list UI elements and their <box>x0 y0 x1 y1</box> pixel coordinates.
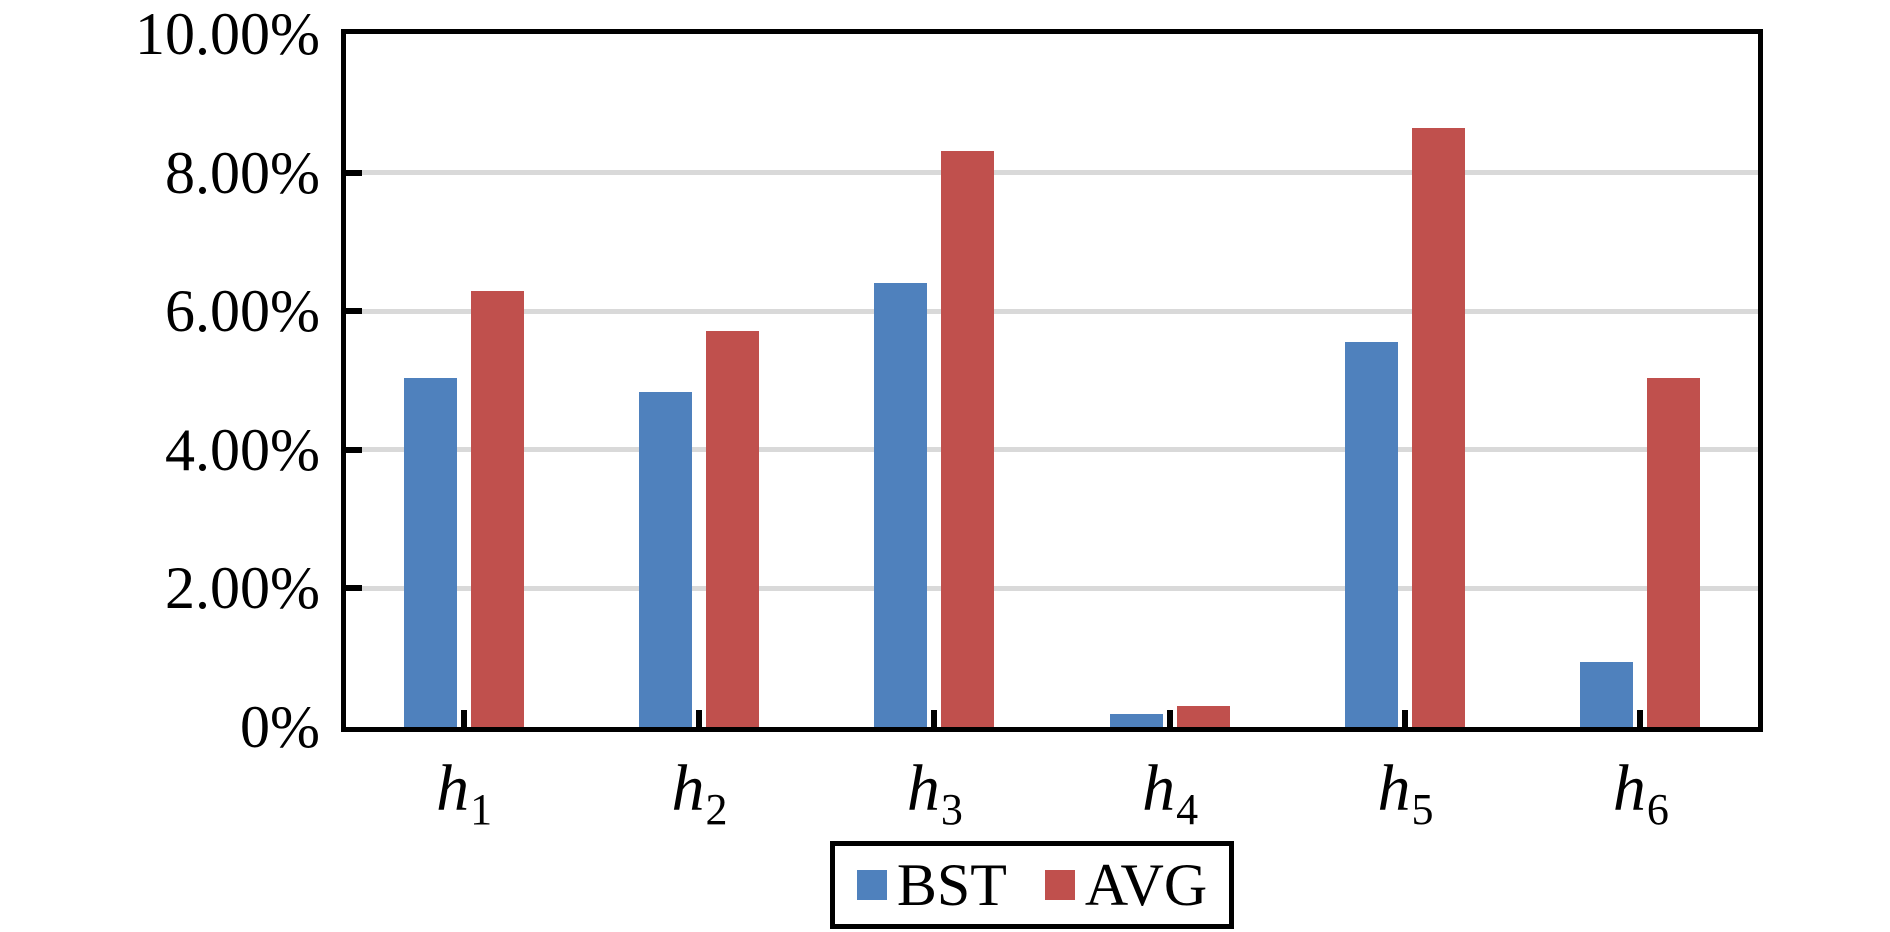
legend-label-avg: AVG <box>1084 852 1208 918</box>
bar-bst-h2 <box>638 392 692 727</box>
category-group-h6 <box>1523 34 1758 727</box>
category-letter: h <box>1377 752 1411 825</box>
category-subscript: 2 <box>705 785 728 834</box>
bar-avg-h2 <box>705 331 759 727</box>
x-axis-tick-mark <box>1166 710 1173 727</box>
category-letter: h <box>671 752 705 825</box>
y-axis-tick-mark <box>346 169 362 176</box>
y-tick-label-6-percent: 6.00% <box>165 278 320 345</box>
legend-swatch-bst <box>856 870 887 900</box>
x-axis-tick-mark <box>696 710 702 727</box>
x-category-label-h5: h5 <box>1287 746 1522 834</box>
category-subscript: 6 <box>1646 785 1669 834</box>
y-axis-tick-mark <box>346 446 362 453</box>
y-axis-tick-mark <box>346 585 362 592</box>
y-tick-label-10-percent: 10.00% <box>135 1 320 67</box>
legend-item-avg: AVG <box>1044 852 1208 918</box>
gridline-8-percent <box>346 170 1758 176</box>
category-group-h4 <box>1052 34 1287 727</box>
category-subscript: 1 <box>470 785 493 834</box>
x-axis-tick-mark <box>1637 710 1644 727</box>
plot-inner-area <box>346 34 1758 727</box>
x-axis-tick-mark <box>460 710 467 727</box>
y-tick-label-4-percent: 4.00% <box>165 416 320 483</box>
y-tick-label-8-percent: 8.00% <box>165 139 320 206</box>
x-category-label-h3: h3 <box>817 746 1052 834</box>
category-subscript: 4 <box>1176 785 1199 834</box>
bar-avg-h1 <box>470 291 524 727</box>
bar-bst-h1 <box>403 378 457 727</box>
bar-bst-h3 <box>874 283 928 727</box>
legend-swatch-avg <box>1044 870 1075 900</box>
legend-item-bst: BST <box>856 852 1007 918</box>
gridline-4-percent <box>346 447 1758 453</box>
y-tick-label-0-percent: 0% <box>240 694 320 760</box>
plot-area <box>341 29 1763 732</box>
gridline-2-percent <box>346 585 1758 591</box>
category-letter: h <box>1142 752 1176 825</box>
category-group-h3 <box>817 34 1052 727</box>
gridline-6-percent <box>346 308 1758 314</box>
bar-avg-h6 <box>1647 378 1701 727</box>
x-category-label-h6: h6 <box>1523 746 1758 834</box>
category-letter: h <box>906 752 940 825</box>
bar-avg-h4 <box>1176 706 1230 727</box>
bar-bst-h4 <box>1109 714 1163 727</box>
bar-bst-h5 <box>1344 342 1398 727</box>
x-axis-tick-mark <box>931 710 938 727</box>
category-letter: h <box>436 752 470 825</box>
x-category-label-h4: h4 <box>1052 746 1287 834</box>
x-category-label-h1: h1 <box>346 746 581 834</box>
x-category-label-h2: h2 <box>581 746 816 834</box>
category-subscript: 5 <box>1411 785 1434 834</box>
x-axis-tick-mark <box>1402 710 1408 727</box>
category-subscript: 3 <box>940 785 963 834</box>
bar-avg-h5 <box>1411 128 1465 727</box>
category-group-h2 <box>581 34 816 727</box>
category-group-h1 <box>346 34 581 727</box>
bar-bst-h6 <box>1580 662 1634 727</box>
legend-label-bst: BST <box>896 852 1007 918</box>
bar-avg-h3 <box>941 151 995 727</box>
category-letter: h <box>1612 752 1646 825</box>
legend-box: BST AVG <box>830 841 1234 929</box>
y-tick-label-2-percent: 2.00% <box>165 555 320 622</box>
y-axis-tick-mark <box>346 308 362 315</box>
category-group-h5 <box>1287 34 1522 727</box>
